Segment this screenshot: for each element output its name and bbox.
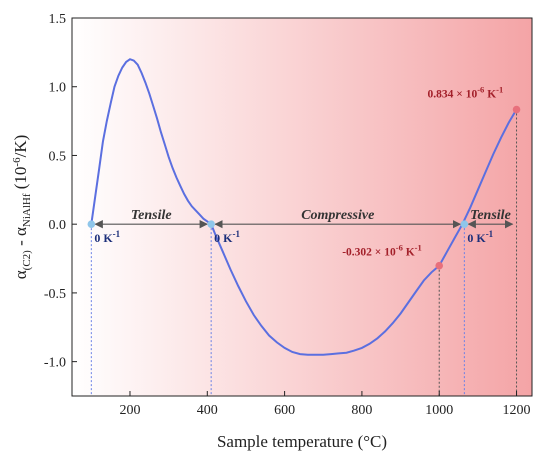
y-tick-label: 1.0 [49,81,67,96]
x-tick-label: 800 [351,403,372,418]
zero-point-marker [87,220,96,228]
x-tick-label: 1200 [503,403,531,418]
y-title-alpha: α [11,270,30,279]
y-tick-label: 0.5 [49,149,67,164]
y-tick-label: -1.0 [44,356,66,371]
y-title-unit-b: /K) [11,135,30,158]
value-point-label: 0.834 × 10-6 K-1 [428,85,504,101]
x-axis: 200 400 600 800 1000 1200 [119,391,531,418]
value-point-marker [435,261,444,270]
y-axis-title: α(C2) - αNiAlHf (10-6/K) [11,135,33,280]
region-arrows: Tensile Compressive Tensile [94,208,514,229]
y-tick-label: -0.5 [44,287,66,302]
region-label: Compressive [301,208,374,223]
zero-point-label: 0 K-1 [94,229,120,245]
value-point-marker [512,105,521,114]
x-tick-label: 1000 [425,403,453,418]
y-title-mid: - α [11,227,30,250]
x-tick-label: 600 [274,403,295,418]
value-point-label: -0.302 × 10-6 K-1 [342,243,422,259]
region-label: Tensile [131,208,172,223]
annotations: 0 K-1 0 K-1 0 K-1 -0.302 × 10-6 K-1 0.834 × … [94,85,503,259]
plot-background [72,18,532,396]
region-label: Tensile [470,208,511,223]
data-curve [90,58,518,356]
y-title-sub1: (C2) [21,250,33,271]
point-markers [87,105,521,270]
y-title-unit-exp: -6 [11,157,23,167]
zero-point-marker [460,220,469,228]
y-tick-label: 0.0 [49,218,67,233]
x-tick-label: 400 [197,403,218,418]
y-axis: 1.5 1.0 0.5 0.0 -0.5 -1.0 [44,12,77,371]
zero-point-label: 0 K-1 [214,229,240,245]
guide-lines [90,109,518,396]
y-title-unit-a: (10 [11,167,30,194]
zero-point-marker [207,220,215,228]
plot-frame [71,17,533,397]
zero-point-label: 0 K-1 [467,229,493,245]
x-axis-title: Sample temperature (°C) [217,432,387,451]
y-title-sub2: NiAlHf [21,193,33,227]
y-tick-label: 1.5 [49,12,67,27]
x-tick-label: 200 [119,403,140,418]
